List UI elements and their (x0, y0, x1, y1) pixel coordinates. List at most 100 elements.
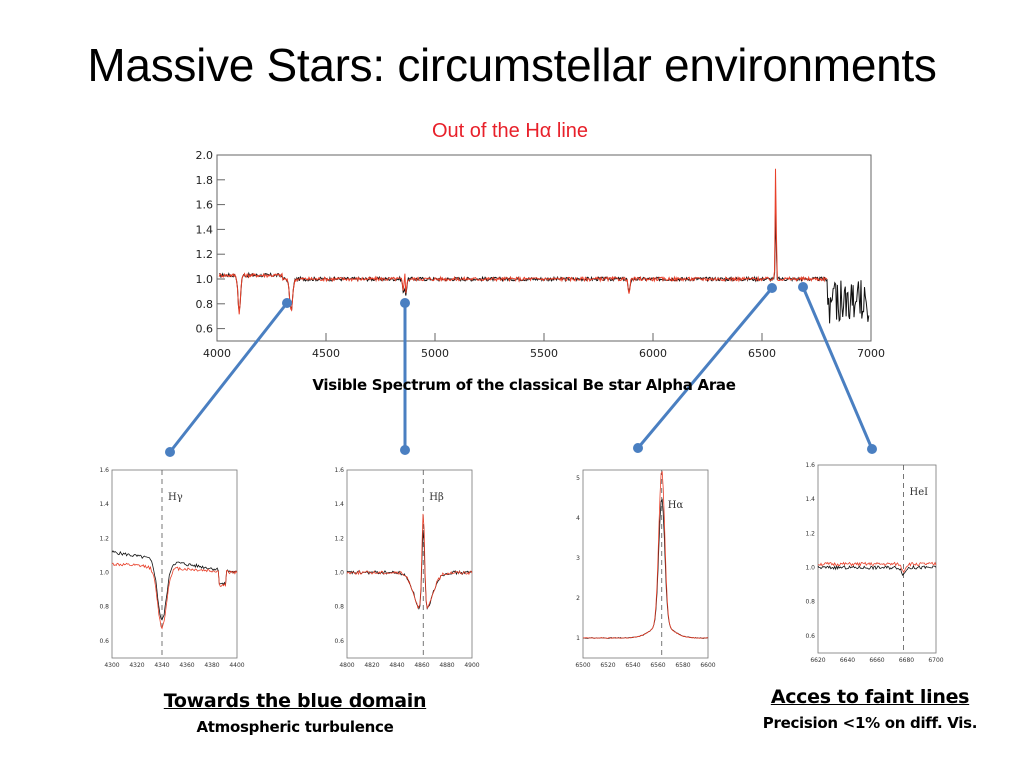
inset-y-tick-label: 0.8 (805, 599, 815, 606)
inset-y-tick-label: 0.8 (334, 604, 344, 611)
inset-panel: 4300 4320 4340 4360 4380 4400 0.6 0.8 1.0 1.2 1.4 1… (99, 467, 244, 669)
inset-line-black (582, 498, 709, 639)
inset-y-tick-label: 1.6 (334, 467, 344, 474)
inset-frame (817, 464, 937, 654)
inset-line-red (817, 561, 937, 574)
inset-x-tick-label: 6560 (650, 662, 665, 669)
inset-x-tick-label: 4400 (229, 662, 244, 669)
connector-dot (165, 447, 175, 457)
inset-x-tick-label: 4340 (154, 662, 169, 669)
inset-line-red (111, 562, 238, 630)
inset-x-tick-label: 6600 (700, 662, 715, 669)
connector-line (636, 287, 774, 449)
inset-x-tick-label: 4320 (129, 662, 144, 669)
x-tick-label: 5000 (421, 347, 449, 360)
inset-x-tick-label: 6660 (869, 657, 884, 664)
inset-y-tick-label: 1 (576, 635, 580, 642)
inset-y-tick-label: 5 (576, 475, 580, 482)
x-tick-label: 6500 (748, 347, 776, 360)
inset-x-tick-label: 6640 (840, 657, 855, 664)
inset-y-tick-label: 1.0 (334, 570, 344, 577)
connector-dot (798, 282, 808, 292)
inset-frame (346, 469, 473, 659)
y-tick-label: 1.0 (196, 273, 214, 286)
connector-dot (400, 298, 410, 308)
spectral-line-label: Hγ (168, 492, 183, 503)
inset-x-tick-label: 4880 (439, 662, 454, 669)
inset-y-tick-label: 1.2 (334, 535, 344, 542)
inset-y-tick-label: 1.6 (805, 462, 815, 469)
inset-line-red (582, 470, 709, 639)
y-tick-label: 0.6 (196, 323, 214, 336)
inset-y-tick-label: 1.2 (99, 535, 109, 542)
inset-frame (582, 469, 709, 659)
connector-dot (282, 298, 292, 308)
y-tick-label: 0.8 (196, 298, 214, 311)
inset-line-black (346, 529, 473, 610)
spectrum-line-red (218, 168, 828, 315)
connector-line (801, 286, 874, 450)
inset-x-tick-label: 4360 (179, 662, 194, 669)
inset-line-black (817, 564, 937, 576)
x-tick-label: 4000 (203, 347, 231, 360)
inset-x-tick-label: 4800 (339, 662, 354, 669)
inset-x-tick-label: 6620 (810, 657, 825, 664)
y-tick-label: 1.4 (196, 223, 214, 236)
inset-x-tick-label: 4820 (364, 662, 379, 669)
slide-title: Massive Stars: circumstellar environment… (87, 39, 937, 91)
inset-x-tick-label: 4840 (389, 662, 404, 669)
connector-dot (400, 445, 410, 455)
inset-x-tick-label: 4900 (464, 662, 479, 669)
inset-frame (111, 469, 238, 659)
spectrum-caption: Visible Spectrum of the classical Be sta… (312, 376, 736, 394)
connector-dot (633, 443, 643, 453)
inset-panel: 6620 6640 6660 6680 6700 0.6 0.8 1.0 1.2 1.4 1.6 He… (805, 462, 943, 664)
note-heading: Towards the blue domain (163, 690, 427, 712)
spectral-line-label: HeI (910, 487, 929, 498)
inset-x-tick-label: 6580 (675, 662, 690, 669)
inset-panel: 6500 6520 6540 6560 6580 6600 1 2 3 4 5 Hα (575, 469, 716, 669)
inset-y-tick-label: 0.8 (99, 604, 109, 611)
inset-y-tick-label: 1.6 (99, 467, 109, 474)
note-faint-lines: Acces to faint lines Precision <1% on di… (730, 686, 1010, 732)
inset-y-tick-label: 1.4 (805, 496, 815, 503)
inset-x-tick-label: 6700 (928, 657, 943, 664)
x-tick-label: 4500 (312, 347, 340, 360)
inset-x-tick-label: 4300 (104, 662, 119, 669)
y-tick-label: 1.8 (196, 174, 214, 187)
x-tick-label: 5500 (530, 347, 558, 360)
inset-y-tick-label: 1.4 (334, 501, 344, 508)
main-plot-frame (216, 154, 872, 342)
inset-x-tick-label: 6540 (625, 662, 640, 669)
inset-y-tick-label: 3 (576, 555, 580, 562)
spectrum-line-black (219, 211, 870, 324)
inset-x-tick-label: 6680 (899, 657, 914, 664)
inset-y-tick-label: 0.6 (99, 638, 109, 645)
inset-x-tick-label: 6500 (575, 662, 590, 669)
chart-subtitle: Out of the Hα line (431, 120, 589, 142)
inset-line-red (346, 513, 473, 610)
y-tick-label: 1.6 (196, 199, 214, 212)
inset-line-black (111, 550, 238, 621)
connector-line (168, 302, 289, 453)
inset-y-tick-label: 2 (576, 595, 580, 602)
x-tick-label: 7000 (857, 347, 885, 360)
inset-y-tick-label: 4 (576, 515, 580, 522)
note-text: Precision <1% on diff. Vis. (762, 714, 978, 732)
x-tick-label: 6000 (639, 347, 667, 360)
inset-x-tick-label: 4380 (204, 662, 219, 669)
inset-panel: 4800 4820 4840 4860 4880 4900 0.6 0.8 1.0 1.2 1.4 1… (334, 467, 479, 669)
note-heading: Acces to faint lines (770, 686, 970, 708)
inset-y-tick-label: 1.4 (99, 501, 109, 508)
inset-y-tick-label: 0.6 (805, 633, 815, 640)
spectral-line-label: Hβ (429, 492, 444, 503)
y-tick-label: 2.0 (196, 149, 214, 162)
y-tick-label: 1.2 (196, 248, 214, 261)
spectral-line-label: Hα (668, 500, 684, 511)
inset-y-tick-label: 1.0 (99, 570, 109, 577)
inset-y-tick-label: 1.0 (805, 565, 815, 572)
inset-x-tick-label: 4860 (414, 662, 429, 669)
inset-y-tick-label: 0.6 (334, 638, 344, 645)
connector-dot (767, 283, 777, 293)
